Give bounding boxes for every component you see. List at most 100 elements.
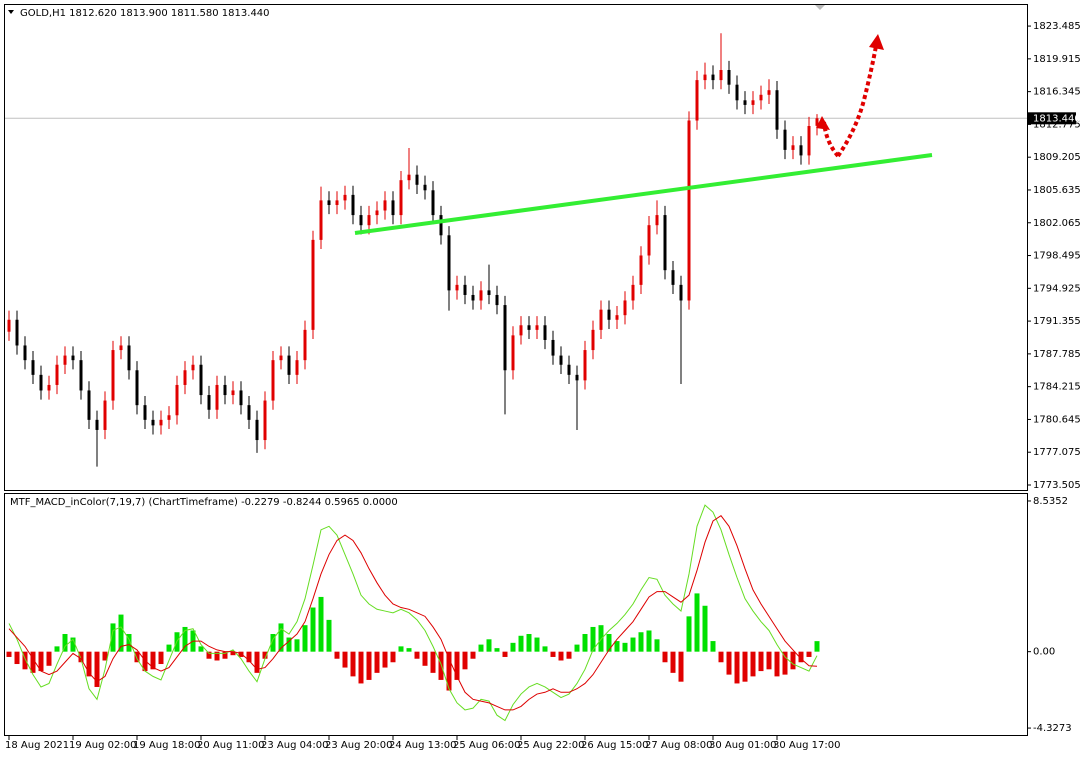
histogram-bar bbox=[406, 648, 412, 652]
candle-body bbox=[519, 325, 523, 336]
y-tick-label: 1805.635 bbox=[1033, 185, 1080, 196]
candle-body bbox=[591, 329, 595, 351]
histogram-bar bbox=[518, 635, 524, 652]
candle-body bbox=[231, 390, 235, 396]
histogram-bar bbox=[646, 630, 652, 652]
candle-body bbox=[103, 400, 107, 430]
histogram-bar bbox=[278, 623, 284, 652]
y-tick-label: 1819.915 bbox=[1033, 54, 1080, 65]
trend-line bbox=[354, 153, 933, 235]
histogram-bar bbox=[622, 642, 628, 652]
x-tick-label: 23 Aug 04:00 bbox=[261, 740, 328, 751]
histogram-bar bbox=[198, 646, 204, 652]
histogram-bar bbox=[382, 651, 388, 668]
histogram-bar bbox=[86, 651, 92, 677]
histogram-bar bbox=[702, 605, 708, 652]
candle-body bbox=[255, 419, 259, 441]
histogram-bar bbox=[422, 651, 428, 666]
price-panel-frame bbox=[4, 4, 1028, 491]
y-tick-label: 1823.485 bbox=[1033, 21, 1080, 32]
histogram-bar bbox=[78, 651, 84, 663]
histogram-bar bbox=[166, 644, 172, 652]
candle-body bbox=[375, 210, 379, 216]
histogram-bar bbox=[446, 651, 452, 691]
candle-body bbox=[31, 360, 35, 375]
candle-body bbox=[479, 290, 483, 301]
histogram-bar bbox=[534, 637, 540, 652]
histogram-bar bbox=[134, 651, 140, 663]
candle-body bbox=[287, 355, 291, 375]
histogram-bar bbox=[590, 626, 596, 652]
histogram-bar bbox=[358, 651, 364, 684]
histogram-bar bbox=[766, 651, 772, 670]
candle-body bbox=[167, 415, 171, 420]
candle-body bbox=[383, 200, 387, 211]
histogram-bar bbox=[582, 634, 588, 652]
candle-body bbox=[191, 364, 195, 371]
candle-body bbox=[511, 335, 515, 371]
y-tick-label: 1802.065 bbox=[1033, 218, 1080, 229]
y-tick-label: 1787.785 bbox=[1033, 349, 1080, 360]
histogram-bar bbox=[270, 634, 276, 652]
histogram-bar bbox=[470, 651, 476, 659]
x-tick-label: 27 Aug 08:00 bbox=[645, 740, 712, 751]
histogram-bar bbox=[758, 651, 764, 672]
candle-body bbox=[351, 194, 355, 216]
candle-body bbox=[135, 370, 139, 406]
candle-body bbox=[567, 364, 571, 375]
histogram-bar bbox=[430, 651, 436, 673]
histogram-bar bbox=[38, 651, 44, 672]
histogram-bar bbox=[598, 625, 604, 652]
last-price-label: 1813.440 bbox=[1033, 113, 1080, 124]
indicator-line bbox=[8, 515, 818, 711]
histogram-bar bbox=[550, 651, 556, 657]
x-tick-label: 19 Aug 02:00 bbox=[69, 740, 136, 751]
histogram-bar bbox=[262, 651, 268, 659]
histogram-bar bbox=[30, 651, 36, 673]
histogram-bar bbox=[318, 596, 324, 652]
candle-body bbox=[327, 200, 331, 205]
candle-body bbox=[759, 94, 763, 101]
y-tick-label: 1812.775 bbox=[1033, 119, 1080, 130]
histogram-bar bbox=[742, 651, 748, 682]
candle-body bbox=[679, 284, 683, 301]
chart-shift-marker bbox=[815, 5, 825, 10]
histogram-bar bbox=[366, 651, 372, 680]
candle-body bbox=[407, 174, 411, 181]
candle-body bbox=[487, 290, 491, 295]
x-tick-label: 26 Aug 15:00 bbox=[581, 740, 648, 751]
histogram-bar bbox=[310, 607, 316, 652]
candle-body bbox=[247, 405, 251, 420]
candle-body bbox=[79, 360, 83, 391]
histogram-bar bbox=[150, 651, 156, 670]
candle-body bbox=[39, 374, 43, 391]
candle-body bbox=[271, 360, 275, 401]
candle-body bbox=[311, 239, 315, 330]
histogram-bar bbox=[502, 651, 508, 657]
x-tick-label: 24 Aug 13:00 bbox=[389, 740, 456, 751]
histogram-bar bbox=[494, 648, 500, 652]
candle-body bbox=[495, 294, 499, 306]
histogram-bar bbox=[94, 651, 100, 687]
histogram-bar bbox=[102, 651, 108, 661]
candle-body bbox=[655, 215, 659, 226]
histogram-bar bbox=[542, 646, 548, 652]
histogram-bar bbox=[558, 651, 564, 661]
histogram-bar bbox=[614, 641, 620, 652]
histogram-bar bbox=[782, 651, 788, 675]
candle-body bbox=[815, 118, 819, 126]
candle-body bbox=[607, 309, 611, 320]
x-tick-label: 30 Aug 01:00 bbox=[709, 740, 776, 751]
y-tick-label: -4.3273 bbox=[1033, 723, 1072, 734]
candle-body bbox=[767, 90, 771, 95]
plot-layer: 1823.485 1819.915 1816.345 1812.775 1809.205… bbox=[5, 21, 1080, 751]
histogram-bar bbox=[574, 644, 580, 652]
histogram-bar bbox=[254, 651, 260, 673]
candle-body bbox=[751, 100, 755, 105]
histogram-bar bbox=[286, 637, 292, 652]
histogram-bar bbox=[206, 651, 212, 659]
x-tick-label: 19 Aug 18:00 bbox=[133, 740, 200, 751]
candle-body bbox=[527, 325, 531, 330]
candle-body bbox=[791, 145, 795, 150]
candle-body bbox=[535, 325, 539, 330]
